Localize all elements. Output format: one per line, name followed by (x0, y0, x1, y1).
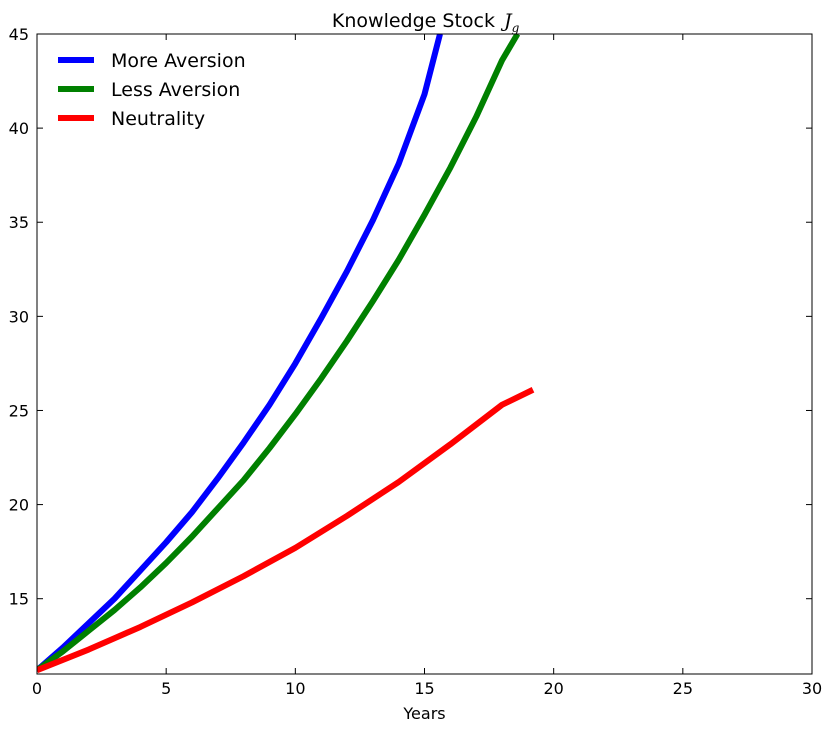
y-tick-label: 20 (9, 496, 29, 515)
y-tick-label: 15 (9, 590, 29, 609)
x-axis-label: Years (402, 704, 445, 723)
legend-label-less-aversion: Less Aversion (111, 79, 240, 101)
chart-title-symbol-main: J (500, 10, 513, 32)
y-tick-label: 40 (9, 119, 29, 138)
y-tick-label: 25 (9, 401, 29, 420)
ticks-layer: 0 5 10 15 20 25 30 15 20 25 30 35 40 45 (9, 25, 823, 698)
legend-label-more-aversion: More Aversion (111, 50, 246, 72)
chart-title-symbol: Jg (500, 10, 520, 35)
chart-title-group: Knowledge Stock Jg (332, 10, 520, 35)
x-tick-label: 0 (32, 679, 42, 698)
y-tick-label: 30 (9, 307, 29, 326)
series-line-more-aversion (37, 34, 443, 673)
chart-title-text: Knowledge Stock (332, 10, 495, 32)
y-tick-label: 35 (9, 213, 29, 232)
y-tick-label: 45 (9, 25, 29, 44)
x-tick-label: 5 (161, 679, 171, 698)
x-tick-label: 20 (543, 679, 563, 698)
chart-title: Knowledge Stock (332, 10, 495, 32)
x-tick-label: 15 (414, 679, 434, 698)
series-layer (37, 34, 535, 674)
legend-label-neutrality: Neutrality (111, 108, 205, 130)
legend: More Aversion Less Aversion Neutrality (58, 50, 246, 130)
series-line-less-aversion (37, 34, 521, 673)
chart-title-symbol-sub: g (512, 21, 520, 35)
x-tick-label: 10 (285, 679, 305, 698)
series-line-neutrality (37, 387, 535, 674)
x-tick-label: 30 (802, 679, 822, 698)
x-tick-label: 25 (673, 679, 693, 698)
